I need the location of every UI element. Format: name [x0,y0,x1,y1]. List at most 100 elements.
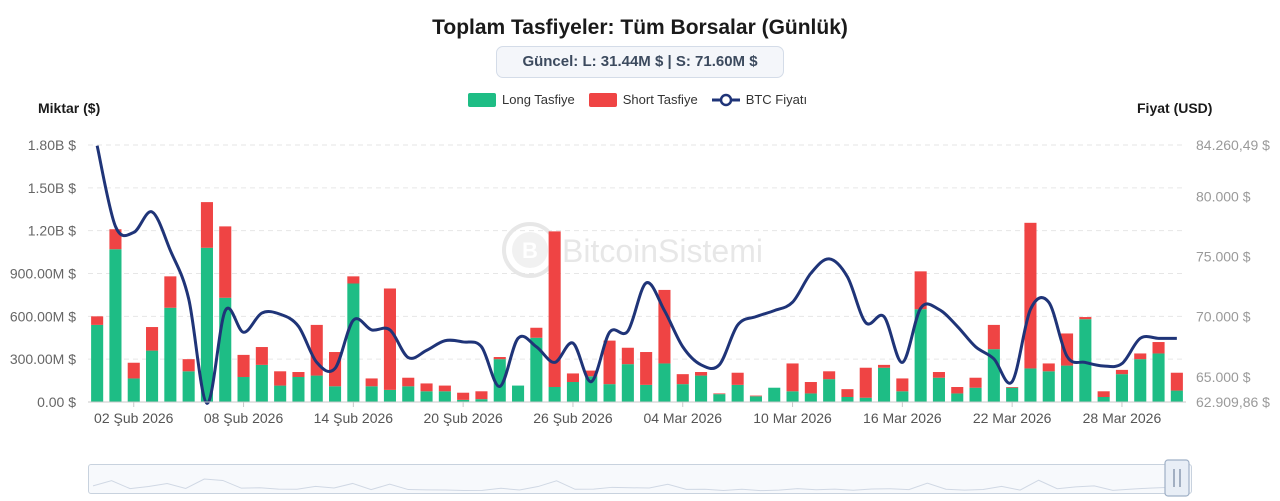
short-liquidation-bar[interactable] [896,378,909,392]
long-liquidation-bar[interactable] [1097,397,1110,402]
long-liquidation-bar[interactable] [1024,368,1037,402]
short-liquidation-bar[interactable] [823,371,836,380]
short-liquidation-bar[interactable] [658,289,671,364]
long-liquidation-bar[interactable] [164,307,177,402]
short-liquidation-bar[interactable] [237,354,250,378]
long-liquidation-bar[interactable] [255,364,268,402]
short-liquidation-bar[interactable] [383,288,396,390]
short-liquidation-bar[interactable] [146,327,159,351]
short-liquidation-bar[interactable] [530,327,543,338]
long-liquidation-bar[interactable] [512,385,525,402]
btc-price-line[interactable] [95,145,1177,405]
short-liquidation-bar[interactable] [731,372,744,385]
long-liquidation-bar[interactable] [878,367,891,402]
long-liquidation-bar[interactable] [695,375,708,402]
short-liquidation-bar[interactable] [603,340,616,385]
long-liquidation-bar[interactable] [1170,390,1183,402]
long-liquidation-bar[interactable] [585,376,598,402]
short-liquidation-bar[interactable] [292,372,305,378]
long-liquidation-bar[interactable] [200,247,213,402]
long-liquidation-bar[interactable] [749,396,762,402]
long-liquidation-bar[interactable] [768,387,781,402]
long-liquidation-bar[interactable] [676,384,689,402]
long-liquidation-bar[interactable] [127,378,140,402]
short-liquidation-bar[interactable] [457,392,470,400]
short-liquidation-bar[interactable] [951,387,964,394]
short-liquidation-bar[interactable] [676,374,689,385]
long-liquidation-bar[interactable] [292,377,305,402]
long-liquidation-bar[interactable] [841,397,854,402]
short-liquidation-bar[interactable] [695,372,708,376]
long-liquidation-bar[interactable] [402,386,415,402]
legend-long[interactable]: Long Tasfiye [468,92,575,107]
long-liquidation-bar[interactable] [438,391,451,402]
short-liquidation-bar[interactable] [1152,342,1165,354]
short-liquidation-bar[interactable] [987,324,1000,350]
long-liquidation-bar[interactable] [859,397,872,402]
short-liquidation-bar[interactable] [1042,363,1055,372]
long-liquidation-bar[interactable] [804,393,817,402]
short-liquidation-bar[interactable] [640,352,653,385]
short-liquidation-bar[interactable] [365,378,378,387]
short-liquidation-bar[interactable] [1134,353,1147,360]
long-liquidation-bar[interactable] [475,399,488,402]
short-liquidation-bar[interactable] [347,276,360,284]
long-liquidation-bar[interactable] [1006,387,1019,402]
long-liquidation-bar[interactable] [420,391,433,402]
short-liquidation-bar[interactable] [804,382,817,394]
short-liquidation-bar[interactable] [91,316,104,325]
short-liquidation-bar[interactable] [475,391,488,400]
short-liquidation-bar[interactable] [932,372,945,378]
long-liquidation-bar[interactable] [969,387,982,402]
long-liquidation-bar[interactable] [1115,374,1128,402]
long-liquidation-bar[interactable] [237,377,250,402]
long-liquidation-bar[interactable] [493,359,506,402]
short-liquidation-bar[interactable] [1079,317,1092,320]
short-liquidation-bar[interactable] [749,395,762,397]
short-liquidation-bar[interactable] [1006,387,1019,388]
long-liquidation-bar[interactable] [713,394,726,402]
short-liquidation-bar[interactable] [255,347,268,365]
long-liquidation-bar[interactable] [658,363,671,402]
long-liquidation-bar[interactable] [109,249,122,402]
long-liquidation-bar[interactable] [914,309,927,402]
long-liquidation-bar[interactable] [383,389,396,402]
long-liquidation-bar[interactable] [786,391,799,402]
short-liquidation-bar[interactable] [878,364,891,368]
short-liquidation-bar[interactable] [914,271,927,310]
long-liquidation-bar[interactable] [823,379,836,402]
short-liquidation-bar[interactable] [1024,222,1037,369]
short-liquidation-bar[interactable] [164,276,177,308]
short-liquidation-bar[interactable] [127,362,140,379]
long-liquidation-bar[interactable] [603,384,616,402]
long-liquidation-bar[interactable] [566,382,579,402]
short-liquidation-bar[interactable] [310,324,323,376]
short-liquidation-bar[interactable] [1097,391,1110,398]
short-liquidation-bar[interactable] [969,377,982,388]
short-liquidation-bar[interactable] [621,347,634,365]
short-liquidation-bar[interactable] [438,385,451,392]
legend-short[interactable]: Short Tasfiye [588,92,698,107]
short-liquidation-bar[interactable] [182,359,195,372]
short-liquidation-bar[interactable] [274,371,287,386]
short-liquidation-bar[interactable] [859,367,872,398]
long-liquidation-bar[interactable] [329,386,342,402]
legend-price[interactable]: BTC Fiyatı [711,92,807,107]
short-liquidation-bar[interactable] [713,393,726,395]
short-liquidation-bar[interactable] [493,357,506,360]
long-liquidation-bar[interactable] [347,283,360,402]
long-liquidation-bar[interactable] [731,384,744,402]
short-liquidation-bar[interactable] [585,370,598,377]
long-liquidation-bar[interactable] [365,386,378,402]
long-liquidation-bar[interactable] [1152,353,1165,402]
short-liquidation-bar[interactable] [1061,333,1074,366]
short-liquidation-bar[interactable] [1115,369,1128,375]
long-liquidation-bar[interactable] [274,385,287,402]
long-liquidation-bar[interactable] [91,324,104,402]
short-liquidation-bar[interactable] [219,226,232,298]
long-liquidation-bar[interactable] [548,387,561,402]
short-liquidation-bar[interactable] [786,363,799,392]
long-liquidation-bar[interactable] [1042,371,1055,402]
long-liquidation-bar[interactable] [621,364,634,402]
long-liquidation-bar[interactable] [182,371,195,402]
